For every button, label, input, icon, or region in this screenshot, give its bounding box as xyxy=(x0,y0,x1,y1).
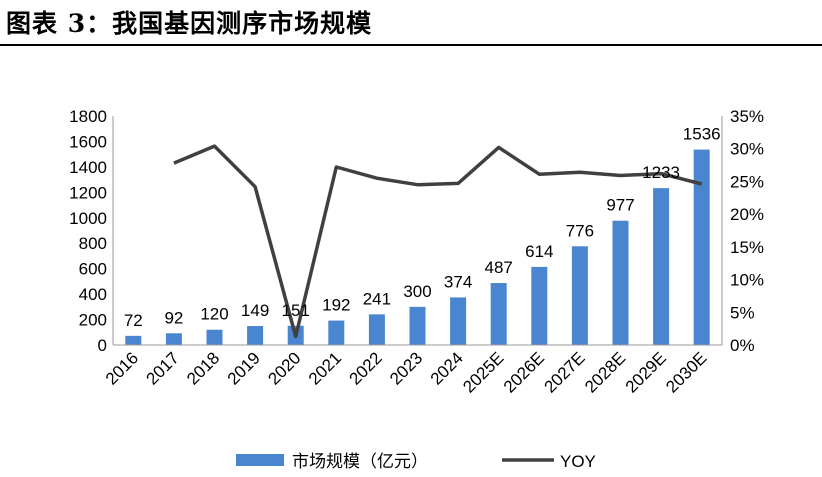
figure-separator: ： xyxy=(86,9,113,38)
data-labels: 72 92 120 149 151 192 241 300 374 487 614 776 977 123… xyxy=(124,125,721,330)
bar-2023 xyxy=(409,306,426,345)
data-label-2024: 374 xyxy=(444,272,472,291)
x-tick-label: 2022 xyxy=(346,348,386,388)
legend-label-bar: 市场规模（亿元） xyxy=(292,452,428,471)
x-tick-label: 2019 xyxy=(224,348,264,388)
bar-2028E xyxy=(612,220,629,345)
x-tick-label: 2028E xyxy=(581,348,629,396)
data-label-2029E: 1233 xyxy=(642,163,680,182)
bar-2018 xyxy=(206,329,223,345)
x-tick-label: 2023 xyxy=(386,348,426,388)
bar-2017 xyxy=(165,333,182,345)
figure-heading: 图表 3：我国基因测序市场规模 xyxy=(6,4,372,40)
left-tick-label: 1800 xyxy=(69,107,107,126)
data-label-2021: 192 xyxy=(322,296,350,315)
line-series xyxy=(173,144,703,339)
bar-2021 xyxy=(328,320,345,345)
legend: 市场规模（亿元） YOY xyxy=(236,452,596,471)
bar-2026E xyxy=(531,266,548,345)
x-tick-label: 2030E xyxy=(662,348,710,396)
x-tick-label: 2017 xyxy=(143,348,183,388)
right-tick-label: 15% xyxy=(730,238,764,257)
left-tick-label: 1000 xyxy=(69,209,107,228)
data-label-2017: 92 xyxy=(164,308,183,327)
data-label-2023: 300 xyxy=(403,282,431,301)
bar-2029E xyxy=(653,188,670,345)
left-tick-label: 1600 xyxy=(69,132,107,151)
left-tick-label: 800 xyxy=(79,234,107,253)
bar-2022 xyxy=(368,314,385,345)
left-tick-label: 400 xyxy=(79,285,107,304)
data-label-2028E: 977 xyxy=(606,196,634,215)
legend-swatch-bar xyxy=(236,454,284,466)
yoy-line xyxy=(173,144,703,339)
data-label-2030E: 1536 xyxy=(683,125,721,144)
right-tick-label: 5% xyxy=(730,303,755,322)
data-label-2019: 149 xyxy=(241,301,269,320)
left-tick-label: 200 xyxy=(79,311,107,330)
right-tick-label: 25% xyxy=(730,172,764,191)
figure-title: 我国基因测序市场规模 xyxy=(112,9,373,38)
left-tick-label: 1200 xyxy=(69,183,107,202)
x-tick-label: 2016 xyxy=(102,348,142,388)
right-tick-label: 10% xyxy=(730,271,764,290)
data-label-2022: 241 xyxy=(363,289,391,308)
heading-rule xyxy=(0,44,822,46)
bar-series xyxy=(125,149,710,345)
left-tick-label: 1400 xyxy=(69,158,107,177)
data-label-2027E: 776 xyxy=(566,221,594,240)
data-label-2018: 120 xyxy=(200,305,228,324)
x-tick-label: 2020 xyxy=(264,348,304,388)
right-tick-label: 0% xyxy=(730,336,755,355)
x-tick-label: 2025E xyxy=(459,348,507,396)
bar-2030E xyxy=(693,149,710,345)
bar-2025E xyxy=(490,283,507,345)
data-label-2020: 151 xyxy=(282,301,310,320)
data-label-2026E: 614 xyxy=(525,242,553,261)
x-tick-label: 2029E xyxy=(622,348,670,396)
bar-2019 xyxy=(247,326,264,345)
bar-2016 xyxy=(125,335,142,345)
data-label-2016: 72 xyxy=(124,311,143,330)
x-tick-label: 2018 xyxy=(183,348,223,388)
x-tick-label: 2021 xyxy=(305,348,345,388)
right-tick-label: 30% xyxy=(730,140,764,159)
bar-2024 xyxy=(450,297,467,345)
legend-label-line: YOY xyxy=(560,452,596,471)
left-tick-label: 0 xyxy=(98,336,107,355)
bar-2027E xyxy=(571,246,588,345)
left-tick-label: 600 xyxy=(79,260,107,279)
figure-number: 图表 3 xyxy=(6,9,87,38)
x-tick-label: 2026E xyxy=(500,348,548,396)
right-tick-label: 35% xyxy=(730,107,764,126)
right-tick-label: 20% xyxy=(730,205,764,224)
data-label-2025E: 487 xyxy=(485,258,513,277)
x-tick-label: 2027E xyxy=(541,348,589,396)
